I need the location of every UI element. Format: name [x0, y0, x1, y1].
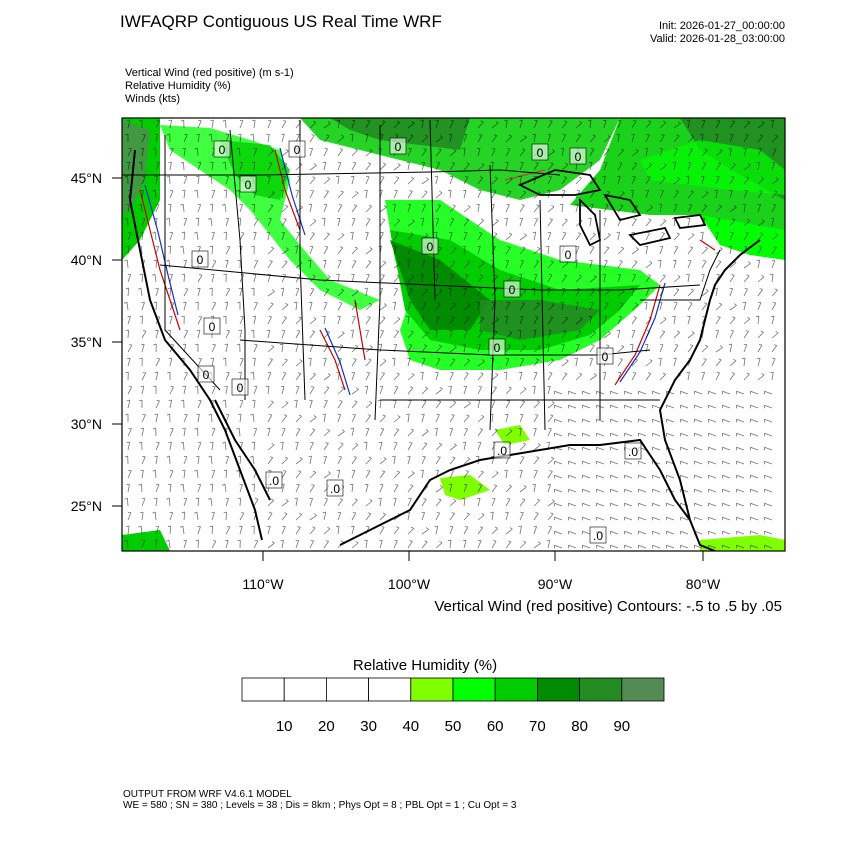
- colorbar-label: 10: [276, 718, 293, 735]
- wind-barb-field: [124, 119, 779, 549]
- colorbar-label: 20: [318, 718, 335, 735]
- lat-label-25: 25°N: [71, 498, 102, 514]
- lat-label-40: 40°N: [71, 252, 102, 268]
- contour-label-box: [231, 378, 249, 396]
- contour-label-box: [389, 137, 407, 155]
- contour-label-box: [197, 365, 215, 383]
- colorbar-label: 90: [613, 718, 630, 735]
- lon-label-90: 90°W: [538, 576, 573, 592]
- contour-label: .0: [330, 482, 340, 496]
- colorbar-title: Relative Humidity (%): [352, 657, 498, 674]
- contour-label: .0: [269, 474, 279, 488]
- contour-label-box: [213, 140, 231, 158]
- field-relative-humidity: Relative Humidity (%): [125, 80, 231, 92]
- colorbar-swatch: [368, 677, 412, 702]
- contour-label-box: [203, 317, 221, 335]
- plot-title: IWFAQRP Contiguous US Real Time WRF: [120, 12, 442, 31]
- contour-label: 0: [565, 248, 572, 262]
- init-time: Init: 2026-01-27_00:00:00: [659, 20, 785, 32]
- contour-label-box: [596, 347, 614, 365]
- colorbar-swatch: [452, 677, 496, 702]
- colorbar-label: 60: [487, 718, 504, 735]
- contour-label-box: [589, 526, 607, 544]
- footer-model: OUTPUT FROM WRF V4.6.1 MODEL: [123, 789, 292, 800]
- contour-label: 0: [237, 381, 244, 395]
- contour-label: .0: [593, 529, 603, 543]
- contour-label: 0: [602, 350, 609, 364]
- great-lakes: [517, 169, 707, 247]
- contour-label-box: [326, 479, 344, 497]
- contour-label: .0: [497, 444, 507, 458]
- contour-label: 0: [395, 140, 402, 154]
- contour-label: 0: [245, 178, 252, 192]
- contour-note: Vertical Wind (red positive) Contours: -…: [434, 598, 782, 615]
- colorbar-label: 30: [360, 718, 377, 735]
- contour-label-box: [503, 280, 521, 298]
- contour-label-box: [531, 143, 549, 161]
- wind-barbs: [124, 119, 779, 549]
- contour-label: 0: [509, 283, 516, 297]
- valid-time: Valid: 2026-01-28_03:00:00: [650, 33, 785, 45]
- colorbar-label: 80: [571, 718, 588, 735]
- contour-label-box: [624, 442, 642, 460]
- lon-label-110: 110°W: [242, 576, 284, 592]
- contour-label: 0: [209, 320, 216, 334]
- field-winds: Winds (kts): [125, 93, 180, 105]
- lon-label-100: 100°W: [388, 576, 431, 592]
- field-vertical-wind: Vertical Wind (red positive) (m s-1): [125, 67, 294, 79]
- contour-labels: 0 0 0 0 0 0 0 0 0 0 0 0 0 0 0 .0 .0 .0 .0 .0: [191, 137, 642, 544]
- contour-label: 0: [575, 150, 582, 164]
- colorbar-label: 40: [402, 718, 419, 735]
- contour-label: 0: [537, 146, 544, 160]
- contour-label-box: [191, 250, 209, 268]
- contour-label-box: [493, 441, 511, 459]
- contour-label-box: [239, 175, 257, 193]
- colorbar-swatch: [410, 677, 454, 702]
- lat-label-30: 30°N: [71, 416, 102, 432]
- colorbar-swatch: [283, 677, 327, 702]
- colorbar-swatch: [494, 677, 538, 702]
- contour-label-box: [559, 245, 577, 263]
- map-frame: [121, 117, 786, 552]
- colorbar-label: 70: [529, 718, 546, 735]
- contour-label: 0: [197, 253, 204, 267]
- lat-label-45: 45°N: [71, 170, 102, 186]
- colorbar-swatch: [621, 677, 665, 702]
- contour-label-box: [488, 338, 506, 356]
- axis-ticks: [112, 177, 704, 561]
- colorbar-swatch: [537, 677, 581, 702]
- colorbar-swatch: [325, 677, 369, 702]
- contour-label: 0: [203, 368, 210, 382]
- contour-label: 0: [427, 240, 434, 254]
- contour-label: 0: [294, 143, 301, 157]
- colorbar-swatch: [241, 677, 285, 702]
- colorbar-swatch: [579, 677, 623, 702]
- lat-label-35: 35°N: [71, 334, 102, 350]
- contour-label-box: [569, 147, 587, 165]
- lon-label-80: 80°W: [686, 576, 721, 592]
- contour-label-box: [421, 237, 439, 255]
- contour-label-box: [288, 140, 306, 158]
- contour-label: 0: [494, 341, 501, 355]
- contour-label-box: [265, 471, 283, 489]
- contour-label: 0: [219, 143, 226, 157]
- colorbar-label: 50: [445, 718, 462, 735]
- coastline: [128, 149, 761, 551]
- contour-label: .0: [628, 445, 638, 459]
- footer-config: WE = 580 ; SN = 380 ; Levels = 38 ; Dis …: [123, 800, 517, 811]
- colorbar: 10 20 30 40 50 60 70 80 90: [241, 677, 665, 735]
